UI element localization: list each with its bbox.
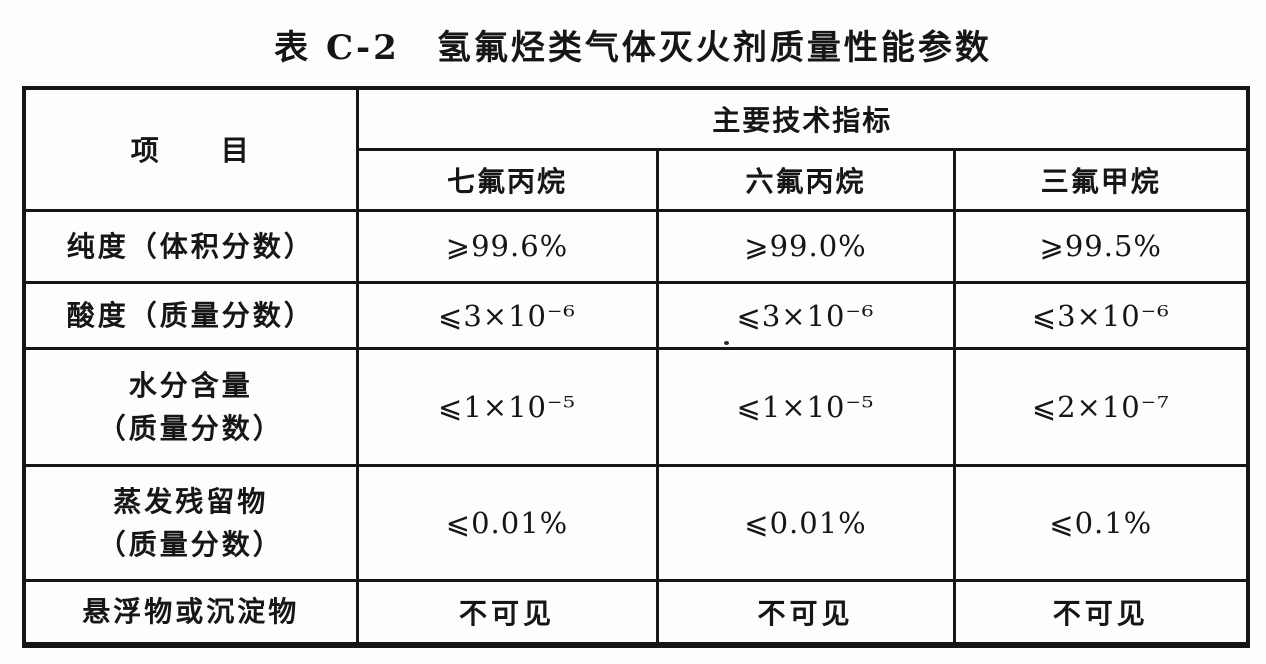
header-row-group: 项 目 主要技术指标 [22,86,1250,212]
value-acidity-hfc23: ⩽3×10⁻⁶ [952,281,1250,351]
value-residue-hfc227ea: ⩽0.01% [355,464,659,583]
header-row-agents: 七氟丙烷 六氟丙烷 三氟甲烷 [24,147,1250,212]
value-purity-hfc236fa: ⩾99.0% [655,208,956,285]
value-water-hfc227ea: ⩽1×10⁻⁵ [355,347,659,468]
value-acidity-hfc227ea: ⩽3×10⁻⁶ [355,281,659,351]
table-row-evaporation-residue: 蒸发残留物 （质量分数） ⩽0.01% ⩽0.01% ⩽0.1% [22,464,1250,583]
value-residue-hfc23: ⩽0.1% [952,464,1250,583]
row-label-water-content: 水分含量 （质量分数） [22,347,359,468]
header-cell-main-indicators: 主要技术指标 [355,86,1250,151]
header-cell-agent-hfc236fa: 六氟丙烷 [655,147,956,212]
header-cell-item: 项 目 [22,86,359,212]
row-label-purity: 纯度（体积分数） [22,208,359,285]
header-cell-agent-hfc227ea: 七氟丙烷 [355,147,659,212]
value-acidity-hfc236fa: ⩽3×10⁻⁶ [655,281,956,351]
scan-artifact-dot [724,341,729,345]
spec-table: 项 目 主要技术指标 七氟丙烷 六氟丙烷 三氟甲烷 纯度（体积分数） ⩾99.6… [22,86,1251,649]
row-label-suspended-matter: 悬浮物或沉淀物 [22,579,359,649]
value-residue-hfc236fa: ⩽0.01% [655,464,956,583]
table-row-purity: 纯度（体积分数） ⩾99.6% ⩾99.0% ⩾99.5% [22,208,1250,285]
table-title: 表 C-2 氢氟烃类气体灭火剂质量性能参数 [274,28,992,68]
value-suspended-hfc236fa: 不可见 [655,579,956,649]
table-row-suspended-matter: 悬浮物或沉淀物 不可见 不可见 不可见 [22,579,1250,649]
row-label-acidity: 酸度（质量分数） [22,281,359,351]
value-suspended-hfc23: 不可见 [952,579,1250,649]
header-cell-agent-hfc23: 三氟甲烷 [952,147,1250,212]
table-row-water-content: 水分含量 （质量分数） ⩽1×10⁻⁵ ⩽1×10⁻⁵ ⩽2×10⁻⁷ [22,347,1250,468]
row-label-evaporation-residue: 蒸发残留物 （质量分数） [22,464,359,583]
value-water-hfc236fa: ⩽1×10⁻⁵ [655,347,956,468]
value-purity-hfc23: ⩾99.5% [952,208,1250,285]
value-purity-hfc227ea: ⩾99.6% [355,208,659,285]
value-water-hfc23: ⩽2×10⁻⁷ [952,347,1250,468]
value-suspended-hfc227ea: 不可见 [355,579,659,649]
table-row-acidity: 酸度（质量分数） ⩽3×10⁻⁶ ⩽3×10⁻⁶ ⩽3×10⁻⁶ [22,281,1250,351]
